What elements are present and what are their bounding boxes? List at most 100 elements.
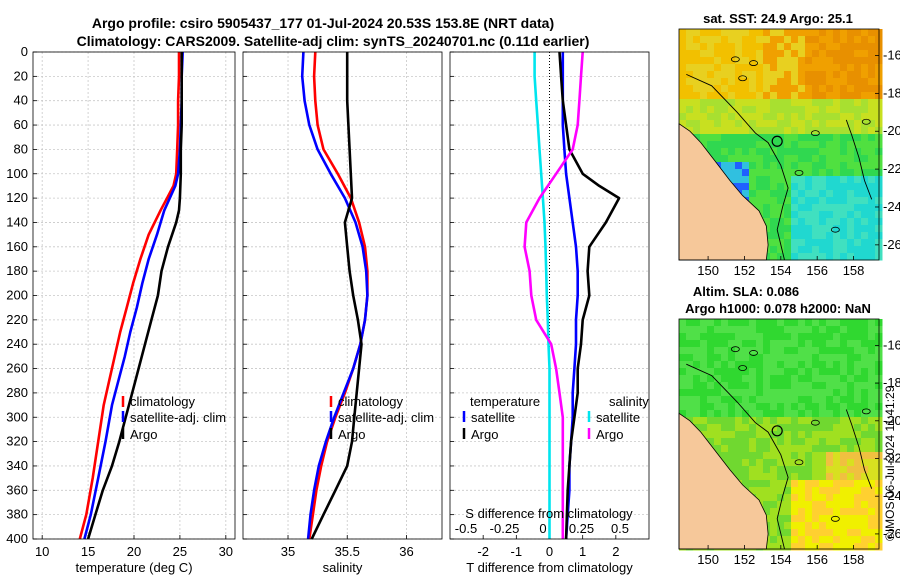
reef-outline [830,515,840,522]
map-cell [756,50,764,58]
map-cell [868,176,876,184]
lon-tick-label: 152 [734,263,756,278]
map-cell [812,92,820,100]
map-cell [798,190,806,198]
map-cell [707,403,715,411]
map-cell [749,382,757,390]
map-cell [679,64,687,72]
map-cell [805,106,813,114]
map-cell [728,155,736,163]
map-cell [707,148,715,156]
map-cell [770,232,778,240]
map-cell [770,169,778,177]
map-cell [854,71,862,79]
map-cell [777,232,785,240]
map-cell [721,389,729,397]
map-cell [833,169,841,177]
map-cell [770,529,778,537]
map-cell [840,162,848,170]
map-cell [791,253,799,261]
map-cell [819,148,827,156]
map-cell [686,347,694,355]
map-cell [833,57,841,65]
map-cell [749,466,757,474]
map-cell [763,424,771,432]
map-cell [791,417,799,425]
map-cell [714,99,722,107]
map-cell [791,319,799,327]
map-cell [721,333,729,341]
map-cell [791,190,799,198]
map-cell [791,246,799,254]
map-cell [840,375,848,383]
map-cell [770,106,778,114]
map-cell [763,487,771,495]
map-cell [721,445,729,453]
map-cell [721,347,729,355]
map-cell [861,85,869,93]
map-cell [861,78,869,86]
map-cell [819,529,827,537]
title-line-2: Climatology: CARS2009. Satellite-adj cli… [77,33,590,49]
map-cell [847,253,855,261]
map-cell [798,127,806,135]
map-cell [686,382,694,390]
map-cell [847,50,855,58]
map-cell [686,396,694,404]
map-cell [763,389,771,397]
map-cell [784,494,792,502]
map-cell [693,319,701,327]
map-cell [770,197,778,205]
map-cell [826,501,834,509]
map-cell [861,141,869,149]
map-cell [777,375,785,383]
map-cell [742,176,750,184]
map-cell [819,473,827,481]
map-cell [763,396,771,404]
map-cell [868,340,876,348]
map-cell [784,333,792,341]
map-cell [812,340,820,348]
map-cell [756,396,764,404]
map-cell [868,431,876,439]
map-cell [819,361,827,369]
map-cell [819,536,827,544]
map-cell [833,183,841,191]
map-cell [819,141,827,149]
map-cell [707,333,715,341]
map-cell [714,71,722,79]
map-cell [861,403,869,411]
map-cell [728,466,736,474]
map-cell [728,319,736,327]
map-cell [847,354,855,362]
map-cell [854,333,862,341]
map-cell [812,473,820,481]
map-cell [763,120,771,128]
map-cell [826,120,834,128]
map-cell [707,424,715,432]
map-cell [854,204,862,212]
map-cell [840,508,848,516]
map-cell [707,375,715,383]
map-cell [819,120,827,128]
series-line-satellite-adj-clim [300,51,369,540]
map-cell [798,43,806,51]
map-cell [798,347,806,355]
map-cell [854,508,862,516]
map-cell [749,438,757,446]
map-cell [812,106,820,114]
map-cell [805,162,813,170]
lat-tick-label: -26 [883,237,900,252]
reef-outline [730,346,740,353]
map-cell [707,64,715,72]
map-cell [798,85,806,93]
map-cell [714,64,722,72]
map-cell [742,347,750,355]
map-cell [798,232,806,240]
map-cell [840,113,848,121]
map-cell [847,459,855,467]
map-cell [679,78,687,86]
map-cell [784,78,792,86]
map-cell [742,169,750,177]
map-cell [791,162,799,170]
